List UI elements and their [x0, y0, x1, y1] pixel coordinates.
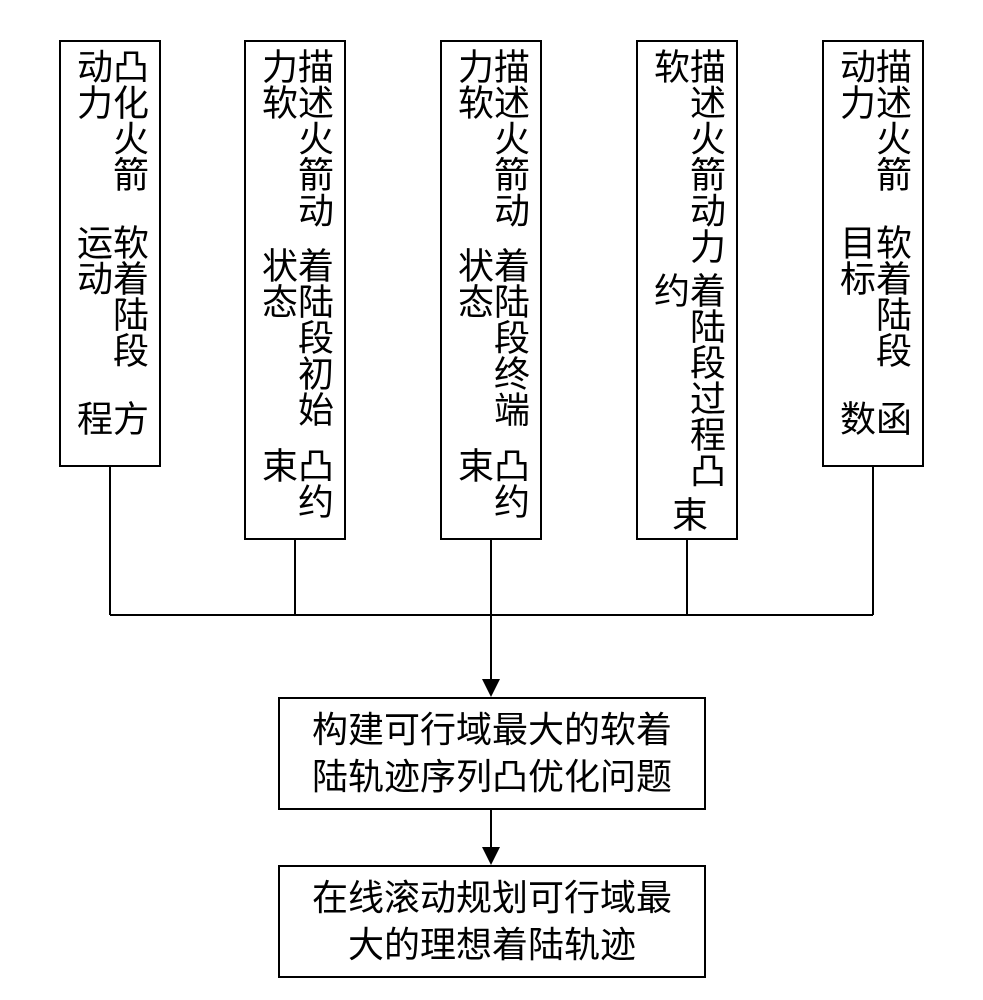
top-box-4-col1: 描述火箭动力软 — [651, 48, 723, 272]
top-box-5: 描述火箭动力 软着陆段目标 函数 — [822, 40, 924, 467]
top-box-1-col2: 软着陆段运动 — [74, 224, 146, 400]
top-box-3-col1: 描述火箭动力软 — [455, 48, 527, 247]
arrowhead-2-icon — [482, 847, 500, 865]
top-box-4: 描述火箭动力软 着陆段过程凸约 束 — [636, 40, 738, 540]
bot-box-line2: 大的理想着陆轨迹 — [348, 922, 636, 969]
top-box-2: 描述火箭动力软 着陆段初始状态 凸约束 — [244, 40, 346, 540]
top-box-4-col2: 着陆段过程凸约 — [651, 272, 723, 496]
top-box-4-tail: 束 — [669, 496, 705, 532]
top-box-3-col2: 着陆段终端状态 — [455, 247, 527, 446]
top-box-2-col1: 描述火箭动力软 — [259, 48, 331, 247]
top-box-3-tail: 凸约束 — [455, 447, 527, 532]
arrowhead-1-icon — [482, 679, 500, 697]
bot-box-line1: 在线滚动规划可行域最 — [312, 875, 672, 922]
top-box-5-col1: 描述火箭动力 — [837, 48, 909, 224]
mid-box: 构建可行域最大的软着 陆轨迹序列凸优化问题 — [278, 697, 706, 810]
top-box-1: 凸化火箭动力 软着陆段运动 方程 — [59, 40, 161, 467]
top-box-3: 描述火箭动力软 着陆段终端状态 凸约束 — [440, 40, 542, 540]
bot-box: 在线滚动规划可行域最 大的理想着陆轨迹 — [278, 865, 706, 978]
top-box-2-col2: 着陆段初始状态 — [259, 247, 331, 446]
top-box-2-tail: 凸约束 — [259, 447, 331, 532]
mid-box-line1: 构建可行域最大的软着 — [312, 707, 672, 754]
top-box-1-tail: 方程 — [74, 400, 146, 459]
top-box-5-tail: 函数 — [837, 400, 909, 459]
top-box-1-col1: 凸化火箭动力 — [74, 48, 146, 224]
mid-box-line2: 陆轨迹序列凸优化问题 — [312, 754, 672, 801]
top-box-5-col2: 软着陆段目标 — [837, 224, 909, 400]
